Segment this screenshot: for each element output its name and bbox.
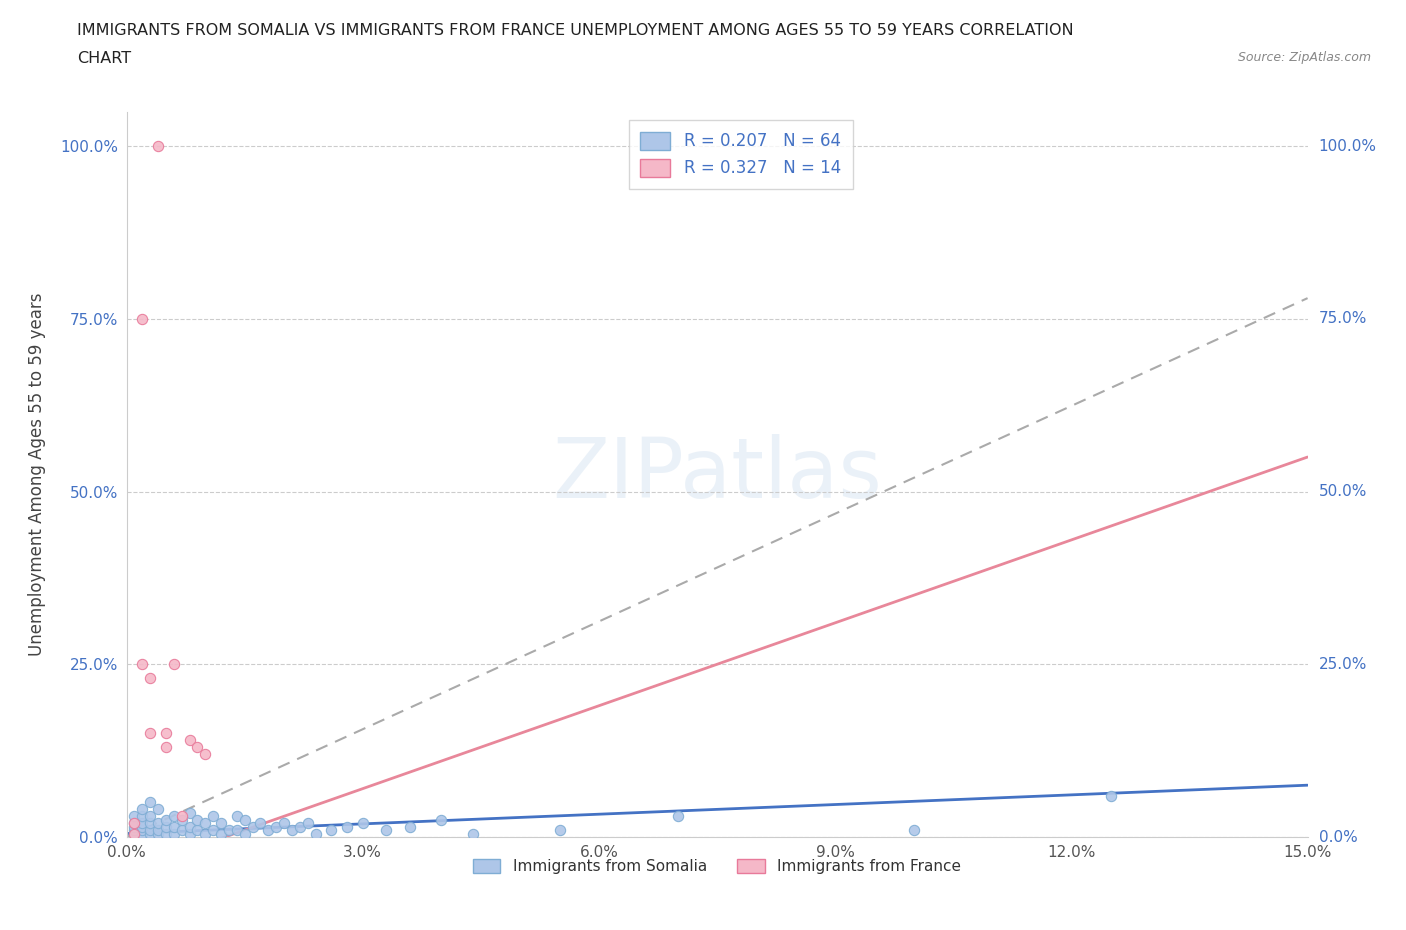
Point <box>461 826 484 841</box>
Point <box>146 823 169 838</box>
Point <box>163 809 186 824</box>
Point <box>146 816 169 830</box>
Text: 25.0%: 25.0% <box>1319 657 1367 671</box>
Point <box>131 312 153 326</box>
Point <box>139 823 162 838</box>
Point <box>131 809 153 824</box>
Point <box>163 826 186 841</box>
Point <box>430 812 453 827</box>
Point <box>139 826 162 841</box>
Point <box>155 819 177 834</box>
Point <box>163 819 186 834</box>
Point <box>179 805 201 820</box>
Point <box>209 816 232 830</box>
Point <box>179 826 201 841</box>
Text: 50.0%: 50.0% <box>1319 485 1367 499</box>
Point <box>202 823 225 838</box>
Point <box>352 816 374 830</box>
Point <box>186 812 208 827</box>
Legend: Immigrants from Somalia, Immigrants from France: Immigrants from Somalia, Immigrants from… <box>467 853 967 880</box>
Point <box>124 823 146 838</box>
Point <box>155 826 177 841</box>
Point <box>288 819 311 834</box>
Point <box>548 823 571 838</box>
Point <box>131 819 153 834</box>
Point <box>233 826 256 841</box>
Text: 75.0%: 75.0% <box>1319 312 1367 326</box>
Point <box>336 819 359 834</box>
Point <box>124 809 146 824</box>
Point <box>124 816 146 830</box>
Point <box>146 826 169 841</box>
Text: 0.0%: 0.0% <box>1319 830 1357 844</box>
Point <box>155 812 177 827</box>
Point <box>179 733 201 748</box>
Point <box>666 809 689 824</box>
Y-axis label: Unemployment Among Ages 55 to 59 years: Unemployment Among Ages 55 to 59 years <box>28 293 46 656</box>
Point <box>131 826 153 841</box>
Point <box>131 657 153 671</box>
Text: Source: ZipAtlas.com: Source: ZipAtlas.com <box>1237 51 1371 64</box>
Point <box>139 816 162 830</box>
Point <box>139 726 162 741</box>
Point <box>225 823 247 838</box>
Point <box>194 826 217 841</box>
Point <box>257 823 280 838</box>
Point <box>297 816 319 830</box>
Text: 100.0%: 100.0% <box>1319 139 1376 153</box>
Point <box>139 809 162 824</box>
Point <box>170 812 193 827</box>
Point <box>124 816 146 830</box>
Text: CHART: CHART <box>77 51 131 66</box>
Point <box>264 819 287 834</box>
Point <box>146 802 169 817</box>
Point <box>218 823 240 838</box>
Point <box>186 739 208 754</box>
Point <box>375 823 398 838</box>
Point <box>139 671 162 685</box>
Point <box>321 823 343 838</box>
Point <box>233 812 256 827</box>
Point <box>131 823 153 838</box>
Point <box>202 809 225 824</box>
Point <box>155 726 177 741</box>
Point <box>139 795 162 810</box>
Point <box>399 819 422 834</box>
Point <box>155 739 177 754</box>
Point <box>1099 788 1122 803</box>
Point <box>131 802 153 817</box>
Point <box>146 139 169 153</box>
Point <box>281 823 304 838</box>
Point <box>186 823 208 838</box>
Point <box>209 826 232 841</box>
Point <box>273 816 295 830</box>
Point <box>242 819 264 834</box>
Point <box>131 816 153 830</box>
Point <box>124 826 146 841</box>
Point <box>179 819 201 834</box>
Point <box>194 816 217 830</box>
Point <box>225 809 247 824</box>
Text: ZIPatlas: ZIPatlas <box>553 433 882 515</box>
Point <box>170 823 193 838</box>
Point <box>124 819 146 834</box>
Point <box>903 823 925 838</box>
Point <box>194 747 217 762</box>
Point <box>163 657 186 671</box>
Text: IMMIGRANTS FROM SOMALIA VS IMMIGRANTS FROM FRANCE UNEMPLOYMENT AMONG AGES 55 TO : IMMIGRANTS FROM SOMALIA VS IMMIGRANTS FR… <box>77 23 1074 38</box>
Point <box>170 809 193 824</box>
Point <box>124 826 146 841</box>
Point <box>249 816 271 830</box>
Point <box>304 826 326 841</box>
